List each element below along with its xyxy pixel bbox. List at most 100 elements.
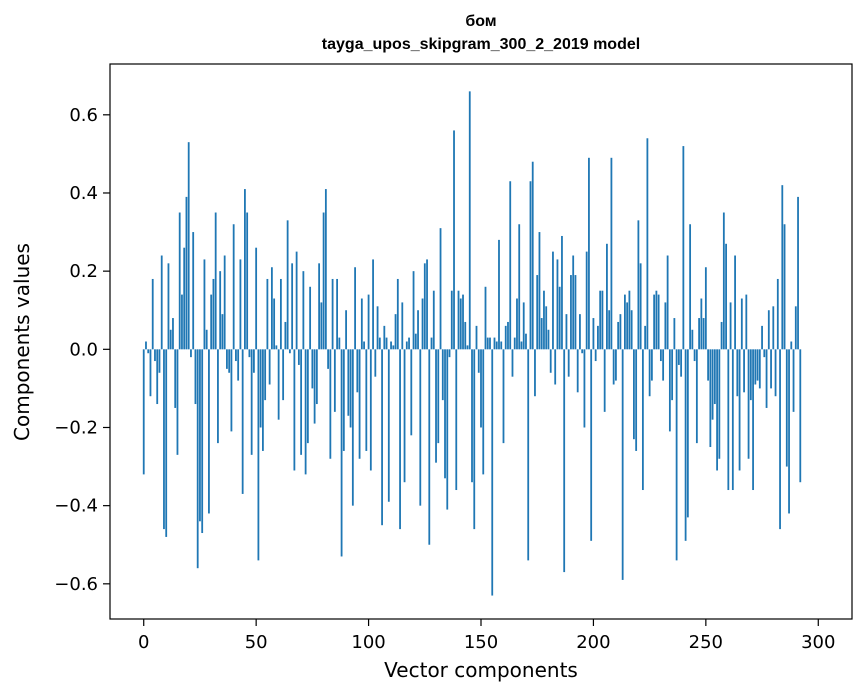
bar: [767, 310, 770, 350]
bar: [176, 349, 179, 455]
bar: [412, 271, 415, 350]
bar: [734, 255, 736, 350]
y-tick-label: 0.2: [69, 261, 98, 282]
bar: [421, 298, 424, 350]
bar: [203, 259, 206, 350]
y-tick-label: −0.2: [54, 417, 98, 438]
bar: [774, 349, 777, 397]
bar: [794, 306, 797, 350]
bar: [671, 349, 674, 401]
bar: [333, 349, 336, 412]
y-tick-label: 0.4: [69, 183, 98, 204]
bar: [462, 294, 464, 350]
bar: [208, 349, 210, 514]
bar: [255, 247, 258, 350]
bar: [187, 142, 190, 350]
y-axis-ticks: −0.6 −0.4 −0.2 0.0 0.2 0.4 0.6: [54, 105, 110, 595]
bar: [749, 349, 752, 401]
bar: [673, 318, 676, 350]
bar: [178, 212, 181, 350]
bar: [432, 290, 435, 350]
bar: [504, 325, 507, 350]
bar: [720, 321, 723, 350]
bar: [145, 341, 147, 350]
bar: [342, 349, 345, 451]
bar: [725, 243, 727, 350]
bar: [417, 310, 419, 350]
bar: [448, 349, 451, 358]
bar: [351, 349, 354, 506]
bar: [262, 349, 264, 451]
bar: [547, 329, 550, 350]
bar: [693, 349, 696, 362]
bar: [293, 349, 296, 471]
bar: [477, 349, 480, 373]
bar: [743, 349, 745, 393]
bar: [738, 349, 741, 471]
bar: [441, 349, 444, 401]
bar: [612, 349, 615, 385]
x-tick-label: 100: [351, 632, 385, 653]
bar: [624, 294, 626, 350]
bar: [659, 349, 662, 362]
bar: [237, 349, 240, 381]
bar: [792, 349, 795, 412]
bar: [385, 337, 388, 350]
bar: [585, 251, 588, 350]
bar: [439, 228, 442, 350]
bar: [543, 290, 545, 350]
bar: [223, 255, 226, 350]
bars-group: [142, 91, 802, 596]
bar: [637, 220, 640, 350]
bar: [302, 271, 305, 350]
bar: [691, 329, 694, 350]
bar: [486, 337, 489, 350]
bar: [354, 267, 356, 350]
bar: [579, 314, 581, 350]
bar: [230, 349, 233, 432]
bar: [633, 349, 635, 440]
bar: [313, 349, 316, 424]
bar: [527, 349, 530, 561]
bar: [282, 349, 285, 401]
bar: [761, 325, 763, 350]
bar: [619, 314, 622, 350]
bar: [657, 294, 660, 350]
bar: [464, 321, 467, 350]
bar: [666, 255, 669, 350]
bar: [426, 259, 428, 350]
bar: [473, 349, 476, 530]
bar: [288, 349, 291, 354]
bar: [639, 263, 642, 350]
bar: [653, 294, 656, 350]
bar: [367, 294, 370, 350]
bar: [707, 349, 709, 381]
bar: [554, 349, 557, 385]
bar: [226, 349, 228, 369]
bar: [740, 298, 743, 350]
x-tick-label: 250: [689, 632, 723, 653]
bar: [680, 349, 683, 377]
bar: [745, 294, 748, 350]
bar: [655, 290, 658, 350]
bar: [558, 286, 561, 350]
bar: [347, 349, 350, 416]
bar: [736, 349, 739, 397]
x-tick-label: 300: [801, 632, 835, 653]
bar: [588, 157, 590, 350]
bar: [217, 349, 219, 444]
bar: [684, 349, 687, 541]
bar: [284, 321, 287, 350]
bar: [747, 349, 750, 459]
x-tick-label: 50: [245, 632, 268, 653]
bar: [295, 251, 298, 350]
bar: [185, 196, 188, 350]
bar: [394, 314, 397, 350]
bar: [268, 349, 271, 385]
bar: [228, 349, 231, 373]
bar: [232, 224, 235, 350]
bar: [297, 349, 300, 365]
bar: [709, 349, 712, 448]
